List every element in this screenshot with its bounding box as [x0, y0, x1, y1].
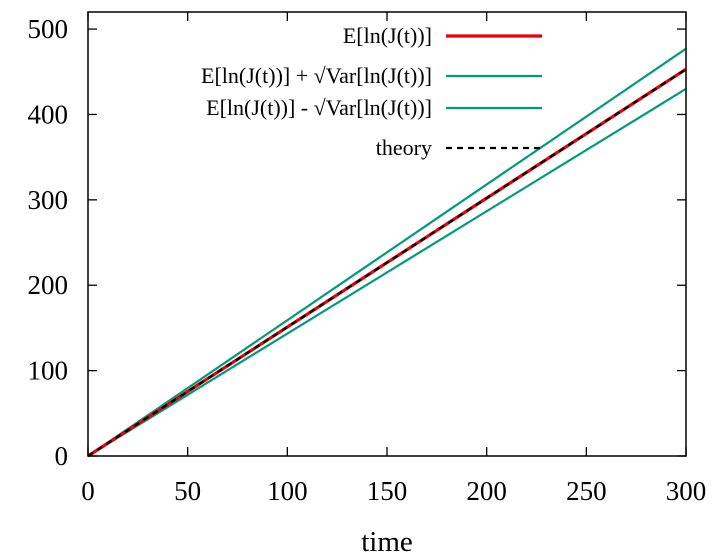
y-tick-label: 0: [55, 441, 69, 471]
x-axis-label: time: [361, 526, 413, 558]
legend-label: E[ln(J(t))]: [343, 23, 432, 48]
x-tick-label: 150: [367, 476, 408, 506]
axis-tick-labels: 0 50 100 150 200 250 300 0 100 200 300 400 500: [28, 14, 707, 506]
x-tick-label: 100: [267, 476, 308, 506]
x-tick-label: 0: [81, 476, 95, 506]
legend-label: theory: [376, 135, 432, 160]
y-tick-label: 400: [28, 99, 69, 129]
y-tick-label: 100: [28, 356, 69, 386]
y-tick-label: 200: [28, 270, 69, 300]
y-tick-label: 500: [28, 14, 69, 44]
legend-label: E[ln(J(t))] - √Var[ln(J(t))]: [206, 95, 432, 120]
series-layer: [87, 47, 687, 458]
x-tick-label: 300: [666, 476, 707, 506]
series-line-2: [87, 87, 687, 457]
x-tick-label: 200: [466, 476, 507, 506]
x-tick-label: 250: [566, 476, 607, 506]
series-line-3: [87, 68, 687, 457]
x-tick-label: 50: [174, 476, 201, 506]
series-line-1: [87, 47, 687, 457]
legend: E[ln(J(t))] E[ln(J(t))] + √Var[ln(J(t))] E…: [201, 23, 542, 160]
legend-label: E[ln(J(t))] + √Var[ln(J(t))]: [201, 63, 432, 88]
y-tick-label: 300: [28, 185, 69, 215]
axis-ticks: [87, 12, 687, 457]
